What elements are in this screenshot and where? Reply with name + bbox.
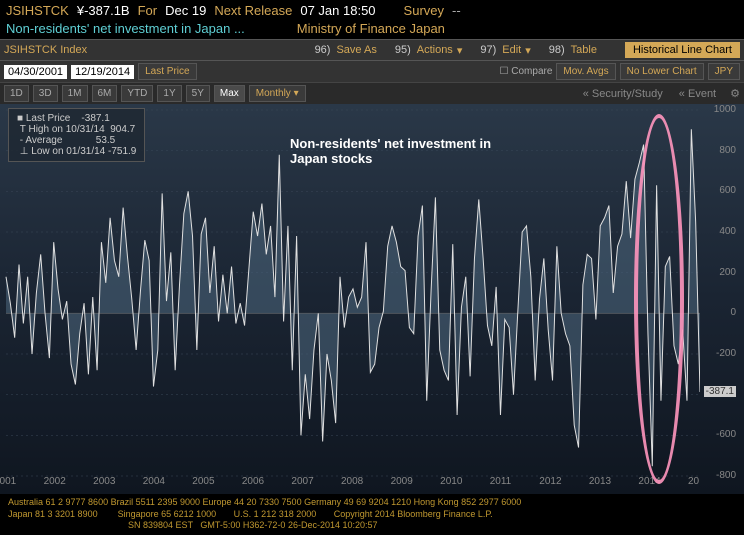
footer-text: Australia 61 2 9777 8600 Brazil 5511 239… xyxy=(0,494,744,535)
period-3d[interactable]: 3D xyxy=(33,85,58,102)
y-tick-label: 800 xyxy=(719,145,736,156)
actions-hotkey: 95) xyxy=(395,44,411,56)
chart-annotation: Non-residents' net investment in Japan s… xyxy=(290,136,491,166)
security-study-button[interactable]: Security/Study xyxy=(592,88,663,100)
current-price: ¥-387.1B xyxy=(77,3,130,18)
current-value-marker: -387.1 xyxy=(704,386,736,397)
x-tick-label: 20 xyxy=(688,476,699,487)
save-hotkey: 96) xyxy=(315,44,331,56)
period-max[interactable]: Max xyxy=(214,85,245,102)
period-1y[interactable]: 1Y xyxy=(157,85,181,102)
next-release-label: Next Release xyxy=(214,3,292,18)
data-source: Ministry of Finance Japan xyxy=(297,21,445,36)
x-tick-label: 2005 xyxy=(192,476,214,487)
series-description: Non-residents' net investment in Japan .… xyxy=(6,21,245,36)
ticker-symbol: JSIHSTCK xyxy=(6,3,69,18)
chart-type-label[interactable]: Historical Line Chart xyxy=(625,42,740,58)
x-tick-label: 2001 xyxy=(0,476,16,487)
compare-checkbox[interactable]: ☐ Compare xyxy=(500,66,553,77)
x-tick-label: 2009 xyxy=(391,476,413,487)
x-tick-label: 2011 xyxy=(490,476,512,487)
actions-button[interactable]: Actions xyxy=(417,44,453,56)
x-tick-label: 2012 xyxy=(539,476,561,487)
chart-canvas[interactable]: ■ Last Price -387.1 T High on 10/31/14 9… xyxy=(0,104,744,494)
price-type-select[interactable]: Last Price xyxy=(138,63,196,80)
mov-avgs-select[interactable]: Mov. Avgs xyxy=(556,63,615,80)
y-tick-label: 200 xyxy=(719,267,736,278)
x-tick-label: 2007 xyxy=(291,476,313,487)
for-date: Dec 19 xyxy=(165,3,206,18)
y-tick-label: -600 xyxy=(716,429,736,440)
period-1d[interactable]: 1D xyxy=(4,85,29,102)
x-tick-label: 2004 xyxy=(143,476,165,487)
survey-label: Survey xyxy=(404,3,444,18)
index-label: JSIHSTCK Index xyxy=(4,44,87,56)
y-tick-label: 400 xyxy=(719,226,736,237)
table-button[interactable]: Table xyxy=(571,44,597,56)
event-button[interactable]: Event xyxy=(688,88,716,100)
y-tick-label: 600 xyxy=(719,185,736,196)
next-release-date: 07 Jan 18:50 xyxy=(300,3,375,18)
x-tick-label: 2008 xyxy=(341,476,363,487)
date-from-input[interactable]: 04/30/2001 xyxy=(4,65,67,79)
x-tick-label: 2002 xyxy=(44,476,66,487)
period-5y[interactable]: 5Y xyxy=(186,85,210,102)
date-to-input[interactable]: 12/19/2014 xyxy=(71,65,134,79)
stats-overlay: ■ Last Price -387.1 T High on 10/31/14 9… xyxy=(8,108,145,162)
highlight-circle xyxy=(634,114,684,484)
lower-chart-select[interactable]: No Lower Chart xyxy=(620,63,704,80)
x-tick-label: 2010 xyxy=(440,476,462,487)
x-tick-label: 2013 xyxy=(589,476,611,487)
period-ytd[interactable]: YTD xyxy=(121,85,153,102)
currency-select[interactable]: JPY xyxy=(708,63,740,80)
edit-hotkey: 97) xyxy=(480,44,496,56)
period-1m[interactable]: 1M xyxy=(62,85,88,102)
for-label: For xyxy=(138,3,158,18)
period-6m[interactable]: 6M xyxy=(92,85,118,102)
table-hotkey: 98) xyxy=(549,44,565,56)
save-as-button[interactable]: Save As xyxy=(336,44,376,56)
y-tick-label: 1000 xyxy=(714,104,736,115)
y-tick-label: 0 xyxy=(730,307,736,318)
survey-value: -- xyxy=(452,3,461,18)
settings-icon[interactable]: ⚙ xyxy=(730,87,740,100)
frequency-select[interactable]: Monthly ▾ xyxy=(249,85,306,102)
x-tick-label: 2006 xyxy=(242,476,264,487)
y-tick-label: -800 xyxy=(716,470,736,481)
edit-button[interactable]: Edit xyxy=(502,44,521,56)
x-tick-label: 2003 xyxy=(93,476,115,487)
y-tick-label: -200 xyxy=(716,348,736,359)
